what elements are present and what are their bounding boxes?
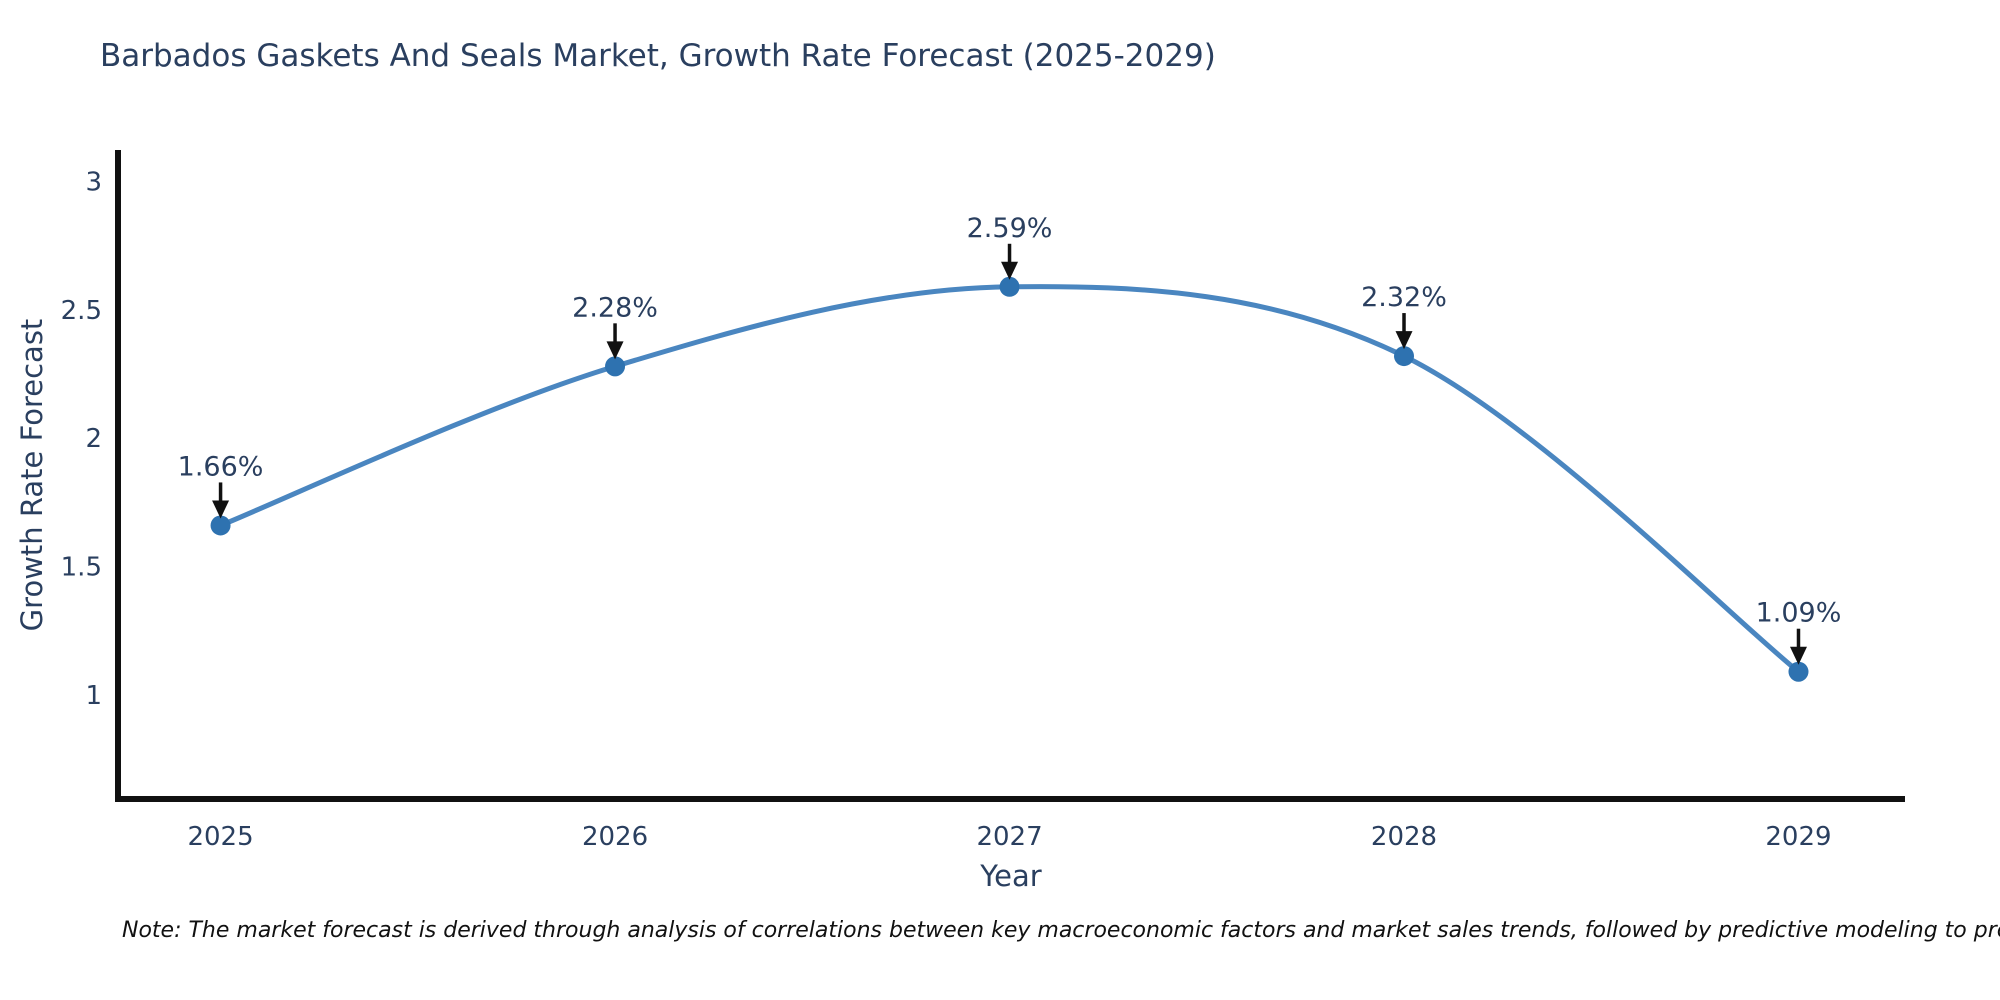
point-value-label: 1.09% — [1756, 598, 1842, 629]
forecast-line — [218, 284, 1801, 675]
x-tick-label: 2029 — [1765, 822, 1831, 852]
data-point-2027[interactable] — [999, 276, 1020, 297]
annotation-arrowhead-icon — [1395, 331, 1413, 350]
point-value-label: 2.28% — [572, 292, 658, 323]
data-point-2028[interactable] — [1394, 346, 1415, 367]
point-value-label: 2.59% — [967, 213, 1053, 244]
x-tick-label: 2028 — [1371, 822, 1437, 852]
point-value-label: 1.66% — [178, 451, 264, 482]
x-tick-label: 2025 — [187, 822, 253, 852]
annotation-arrowhead-icon — [1789, 646, 1807, 665]
point-value-label: 2.32% — [1361, 282, 1447, 313]
y-tick-label: 1 — [85, 681, 102, 711]
x-tick-label: 2027 — [976, 822, 1042, 852]
annotation-arrowhead-icon — [212, 500, 230, 519]
annotation-arrowhead-icon — [1001, 261, 1019, 280]
annotation-arrowhead-icon — [606, 341, 624, 360]
y-tick-label: 1.5 — [61, 552, 102, 582]
chart-title: Barbados Gaskets And Seals Market, Growt… — [100, 38, 1216, 74]
x-axis-title: Year — [980, 859, 1042, 893]
footnote: Note: The market forecast is derived thr… — [122, 918, 2000, 943]
data-point-2029[interactable] — [1788, 661, 1809, 682]
data-point-2026[interactable] — [605, 356, 626, 377]
y-tick-label: 2.5 — [61, 296, 102, 326]
x-tick-label: 2026 — [582, 822, 648, 852]
y-tick-label: 3 — [85, 168, 102, 198]
data-point-2025[interactable] — [210, 515, 231, 536]
y-tick-label: 2 — [85, 424, 102, 454]
